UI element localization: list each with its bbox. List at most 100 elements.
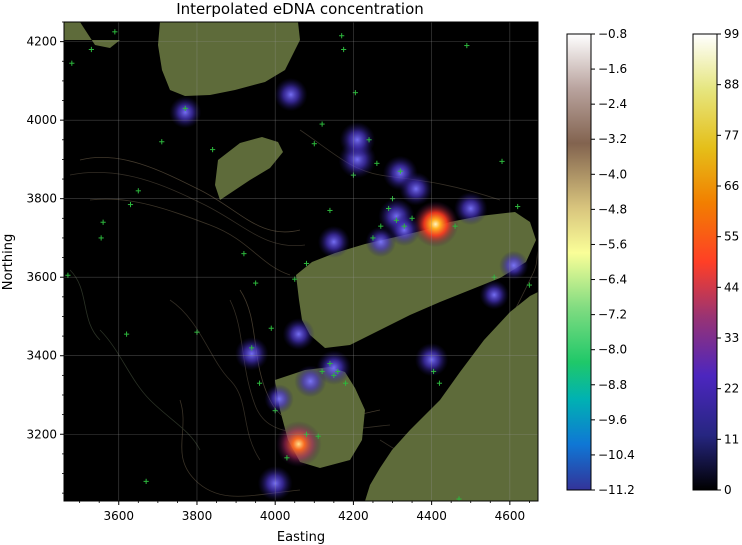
sample-marker <box>342 380 349 386</box>
sample-marker <box>378 223 384 229</box>
colorbar-bathymetry-tick-label: −8.8 <box>598 378 627 392</box>
contour-line <box>99 329 201 451</box>
colorbar-bathymetry-tick-label: −4.0 <box>598 167 627 181</box>
hotspot <box>235 337 269 371</box>
colorbar-bathymetry-tick-label: −2.4 <box>598 97 627 111</box>
sample-marker <box>350 172 357 178</box>
colorbar-concentration-scale <box>692 33 718 491</box>
x-axis-label: Easting <box>277 530 325 545</box>
colorbar-bathymetry-ticks: −0.8 −1.6 −2.4 −3.2 −4.0 −4.8 −5.6 −6.4 −7.2 −8.0… <box>591 27 635 497</box>
land-north <box>158 22 300 96</box>
colorbar-bathymetry-tick-label: −11.2 <box>598 483 635 497</box>
colorbar-bathymetry-tick-label: −8.0 <box>598 343 627 357</box>
sample-marker <box>123 331 130 337</box>
sample-marker <box>210 147 216 153</box>
colorbar-bathymetry-tick-label: −9.6 <box>598 413 627 427</box>
contour-line <box>169 299 261 461</box>
contour-line <box>299 129 501 201</box>
sample-marker <box>319 368 325 375</box>
sample-marker <box>88 46 94 53</box>
sample-marker <box>393 217 400 223</box>
sample-marker <box>464 42 470 49</box>
colorbar-concentration-ticks: 99 88 77 66 55 44 33 22 11 0 <box>717 27 739 497</box>
contour-line <box>69 269 101 341</box>
sample-marker <box>303 260 310 267</box>
colorbar-concentration-tick-label: 22 <box>724 382 739 396</box>
sample-marker <box>69 60 75 66</box>
sample-marker <box>389 196 396 202</box>
hotspot <box>317 225 350 258</box>
colorbar-bathymetry-scale <box>566 33 592 491</box>
sample-marker <box>331 372 337 378</box>
hotspot <box>365 226 397 258</box>
hotspot <box>257 465 293 501</box>
hotspot <box>399 172 433 206</box>
sample-marker <box>499 158 505 164</box>
sample-marker <box>65 272 71 278</box>
colorbar-bathymetry: −0.8 −1.6 −2.4 −3.2 −4.0 −4.8 −5.6 −6.4 −7.2 −8.0… <box>566 27 635 497</box>
sample-marker <box>194 329 200 335</box>
sample-marker <box>143 478 149 484</box>
sample-marker <box>436 380 443 386</box>
sample-marker <box>339 33 345 39</box>
x-tick-label: 3600 <box>103 509 134 523</box>
sample-marker <box>256 380 263 386</box>
y-tick-label: 3400 <box>26 349 57 363</box>
sample-marker <box>366 137 372 143</box>
y-tick-label: 4000 <box>26 113 57 127</box>
sample-marker <box>430 368 437 375</box>
sample-marker <box>374 160 380 166</box>
sample-marker <box>352 90 358 96</box>
sample-marker <box>249 345 255 351</box>
colorbar-bathymetry-tick-label: −4.8 <box>598 202 627 216</box>
contour-line <box>179 399 301 497</box>
plot-frame <box>63 21 539 502</box>
sample-marker <box>319 121 325 127</box>
colorbar-bathymetry-tick-label: −1.6 <box>598 62 627 76</box>
hotspot <box>479 280 509 310</box>
y-tick-label: 3200 <box>26 427 57 441</box>
hotspot <box>454 191 488 226</box>
sample-marker <box>253 280 259 286</box>
colorbar-concentration-tick-label: 44 <box>724 280 739 294</box>
sample-marker <box>135 188 141 194</box>
land-northwest-coast <box>64 22 120 48</box>
colorbar-concentration-tick-label: 0 <box>724 483 732 497</box>
sample-marker <box>515 203 521 210</box>
sample-marker <box>98 235 104 241</box>
sample-marker <box>401 223 407 229</box>
sample-marker <box>327 207 333 214</box>
colorbar-concentration: 99 88 77 66 55 44 33 22 11 0 <box>692 27 739 497</box>
concentration-hotspots <box>169 77 529 501</box>
y-axis-label: Northing <box>1 234 16 290</box>
sample-marker <box>268 325 274 331</box>
sample-marker <box>159 139 165 145</box>
sample-marker <box>311 141 317 147</box>
contour-line <box>69 172 306 247</box>
colorbar-bathymetry-tick-label: −10.4 <box>598 448 635 462</box>
colorbar-concentration-tick-label: 33 <box>724 331 739 345</box>
x-tick-label: 3800 <box>182 509 213 523</box>
colorbar-concentration-tick-label: 99 <box>724 27 739 41</box>
map-area <box>64 22 538 501</box>
hotspot <box>412 201 459 248</box>
sample-marker <box>303 431 310 437</box>
sample-marker <box>241 251 247 257</box>
sample-marker <box>292 276 298 282</box>
sample-marker <box>452 223 458 229</box>
sample-marker <box>315 433 321 439</box>
hotspot <box>264 384 294 414</box>
sample-marker <box>335 368 341 375</box>
sample-marker <box>397 168 403 174</box>
hotspot <box>294 365 327 398</box>
x-tick-label: 4400 <box>416 509 447 523</box>
land-southeast <box>365 292 538 501</box>
sample-marker <box>526 282 532 288</box>
hotspot <box>169 96 202 129</box>
y-axis-ticks: 3200 3400 3600 3800 4000 4200 <box>26 21 64 494</box>
sample-markers <box>65 29 532 501</box>
sample-marker <box>409 215 415 221</box>
land-central-island <box>296 212 536 348</box>
colorbar-concentration-tick-label: 55 <box>724 230 739 244</box>
